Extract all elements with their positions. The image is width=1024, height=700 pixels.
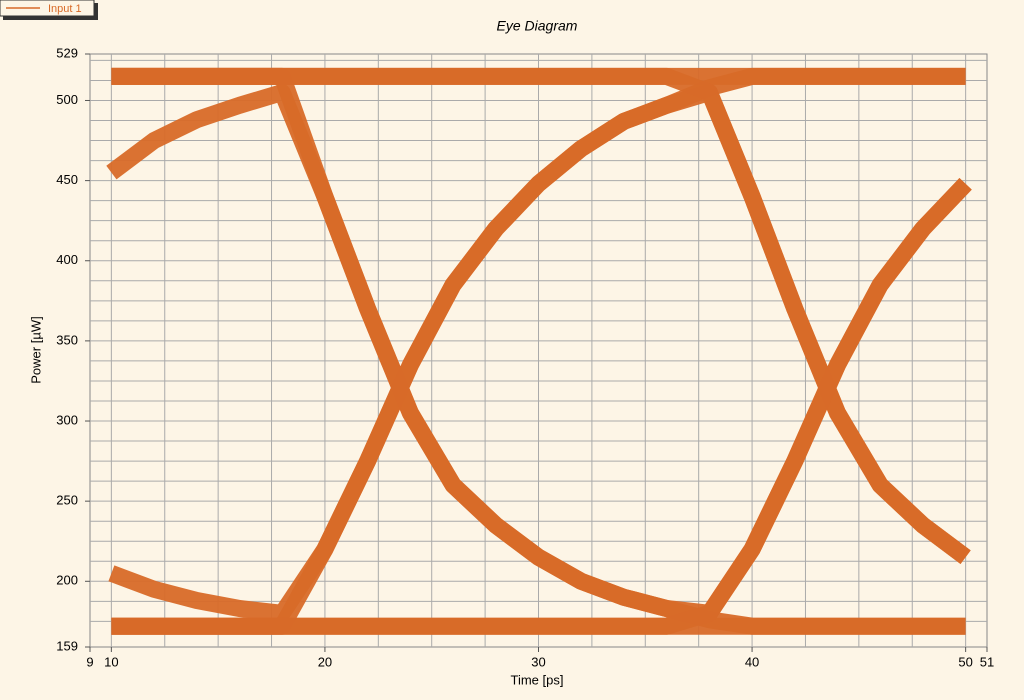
x-tick-label: 40 xyxy=(745,654,759,669)
y-tick-label: 200 xyxy=(56,573,78,588)
y-tick-label: 529 xyxy=(56,45,78,60)
y-tick-label: 500 xyxy=(56,92,78,107)
y-tick-label: 300 xyxy=(56,412,78,427)
legend-label: Input 1 xyxy=(48,3,82,15)
y-tick-label: 350 xyxy=(56,332,78,347)
legend-box xyxy=(0,0,95,17)
traces xyxy=(106,67,972,635)
x-axis-label: Time [ps] xyxy=(511,672,564,687)
x-tick-label: 51 xyxy=(980,654,994,669)
y-tick-label: 250 xyxy=(56,493,78,508)
legend: Input 1 xyxy=(0,0,98,20)
y-axis-label: Power [µW] xyxy=(28,316,43,383)
y-tick-label: 159 xyxy=(56,638,78,653)
y-tick-label: 400 xyxy=(56,252,78,267)
x-tick-label: 9 xyxy=(86,654,93,669)
chart-title: Eye Diagram xyxy=(497,18,578,34)
x-tick-label: 50 xyxy=(958,654,972,669)
y-tick-label: 450 xyxy=(56,172,78,187)
x-tick-label: 20 xyxy=(318,654,332,669)
ticks: 9 10 20 30 40 50 51 159 200 250 300 350 400 450 500 529 xyxy=(56,45,994,669)
x-tick-label: 10 xyxy=(104,654,118,669)
x-tick-label: 30 xyxy=(531,654,545,669)
eye-trace xyxy=(111,177,972,635)
